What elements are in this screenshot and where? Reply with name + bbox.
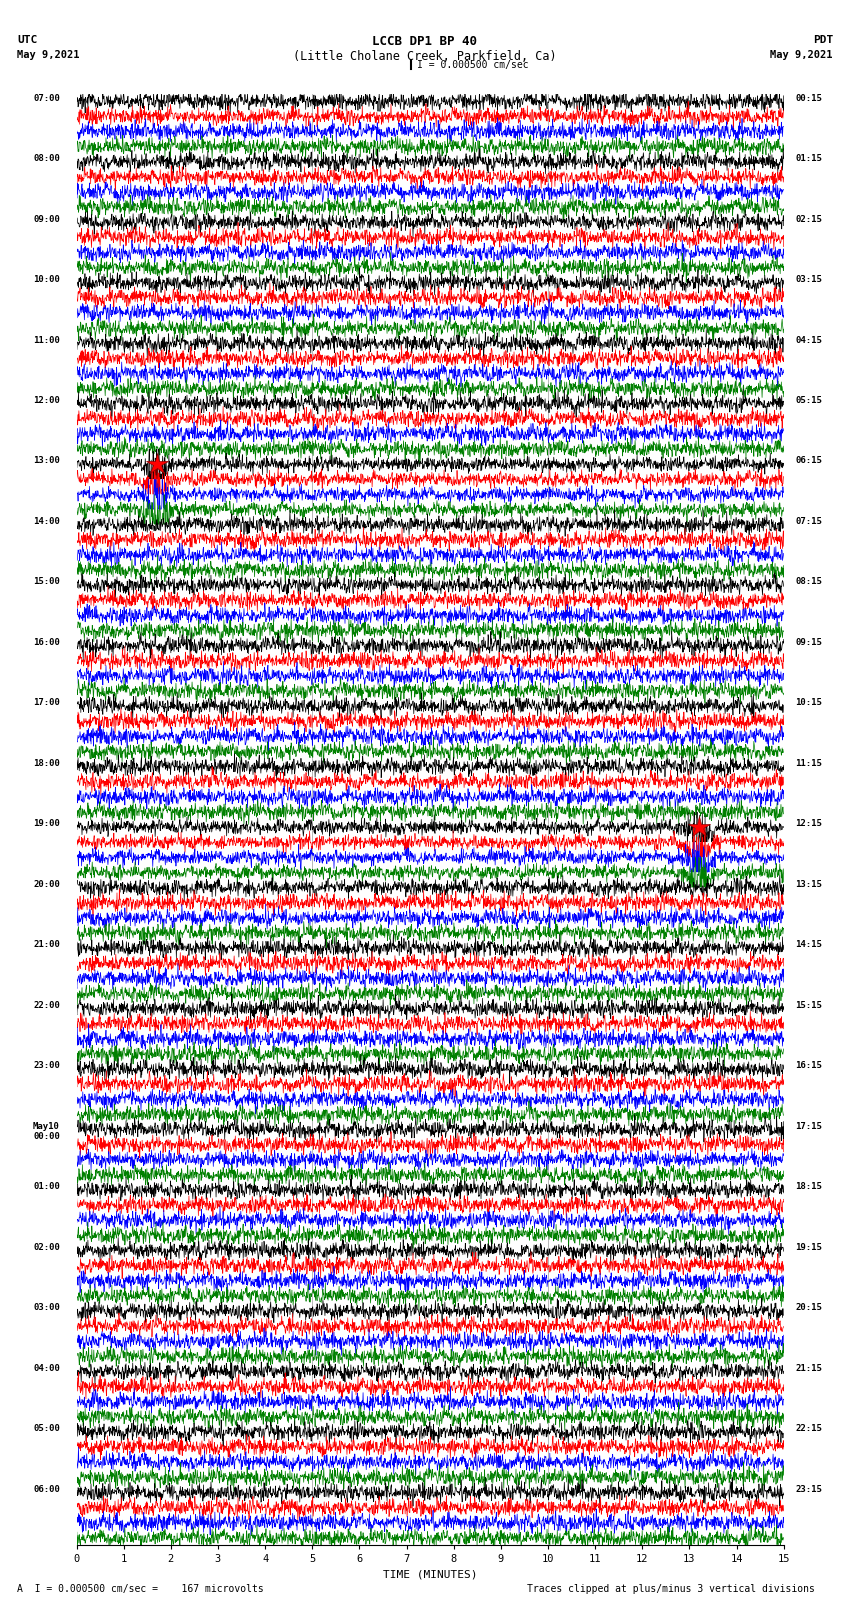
Text: 22:15: 22:15 [796, 1424, 822, 1434]
Text: May 9,2021: May 9,2021 [17, 50, 80, 60]
Text: 12:00: 12:00 [33, 397, 60, 405]
Text: 07:00: 07:00 [33, 94, 60, 103]
Text: 02:00: 02:00 [33, 1242, 60, 1252]
Text: 20:15: 20:15 [796, 1303, 822, 1313]
Text: 13:00: 13:00 [33, 456, 60, 466]
Text: 01:15: 01:15 [796, 155, 822, 163]
Text: 19:00: 19:00 [33, 819, 60, 829]
Text: A  I = 0.000500 cm/sec =    167 microvolts: A I = 0.000500 cm/sec = 167 microvolts [17, 1584, 264, 1594]
Text: 10:15: 10:15 [796, 698, 822, 708]
Text: I = 0.000500 cm/sec: I = 0.000500 cm/sec [417, 60, 529, 69]
Text: 06:00: 06:00 [33, 1484, 60, 1494]
Text: 13:15: 13:15 [796, 881, 822, 889]
Text: 21:00: 21:00 [33, 940, 60, 950]
Text: 14:15: 14:15 [796, 940, 822, 950]
Text: 02:15: 02:15 [796, 215, 822, 224]
Text: 23:15: 23:15 [796, 1484, 822, 1494]
Text: 12:15: 12:15 [796, 819, 822, 829]
Text: PDT: PDT [813, 35, 833, 45]
Text: 18:15: 18:15 [796, 1182, 822, 1192]
Text: 17:00: 17:00 [33, 698, 60, 708]
Text: 04:00: 04:00 [33, 1363, 60, 1373]
Text: 17:15: 17:15 [796, 1123, 822, 1131]
Text: 09:15: 09:15 [796, 639, 822, 647]
X-axis label: TIME (MINUTES): TIME (MINUTES) [382, 1569, 478, 1579]
Text: 05:00: 05:00 [33, 1424, 60, 1434]
Text: 15:15: 15:15 [796, 1000, 822, 1010]
Text: 04:15: 04:15 [796, 336, 822, 345]
Text: 21:15: 21:15 [796, 1363, 822, 1373]
Text: 22:00: 22:00 [33, 1000, 60, 1010]
Text: (Little Cholane Creek, Parkfield, Ca): (Little Cholane Creek, Parkfield, Ca) [293, 50, 557, 63]
Text: 18:00: 18:00 [33, 760, 60, 768]
Text: 16:00: 16:00 [33, 639, 60, 647]
Text: 07:15: 07:15 [796, 516, 822, 526]
Text: 11:00: 11:00 [33, 336, 60, 345]
Text: May 9,2021: May 9,2021 [770, 50, 833, 60]
Text: Traces clipped at plus/minus 3 vertical divisions: Traces clipped at plus/minus 3 vertical … [527, 1584, 815, 1594]
Text: 23:00: 23:00 [33, 1061, 60, 1071]
Text: 10:00: 10:00 [33, 276, 60, 284]
Text: 06:15: 06:15 [796, 456, 822, 466]
Text: 01:00: 01:00 [33, 1182, 60, 1192]
Text: 19:15: 19:15 [796, 1242, 822, 1252]
Text: LCCB DP1 BP 40: LCCB DP1 BP 40 [372, 35, 478, 48]
Text: 00:15: 00:15 [796, 94, 822, 103]
Text: 09:00: 09:00 [33, 215, 60, 224]
Text: 03:00: 03:00 [33, 1303, 60, 1313]
Text: 05:15: 05:15 [796, 397, 822, 405]
Text: 14:00: 14:00 [33, 516, 60, 526]
Text: 20:00: 20:00 [33, 881, 60, 889]
Text: 15:00: 15:00 [33, 577, 60, 587]
Text: 08:15: 08:15 [796, 577, 822, 587]
Text: UTC: UTC [17, 35, 37, 45]
Text: 11:15: 11:15 [796, 760, 822, 768]
Text: 08:00: 08:00 [33, 155, 60, 163]
Text: 16:15: 16:15 [796, 1061, 822, 1071]
Text: May10
00:00: May10 00:00 [33, 1123, 60, 1142]
Text: 03:15: 03:15 [796, 276, 822, 284]
